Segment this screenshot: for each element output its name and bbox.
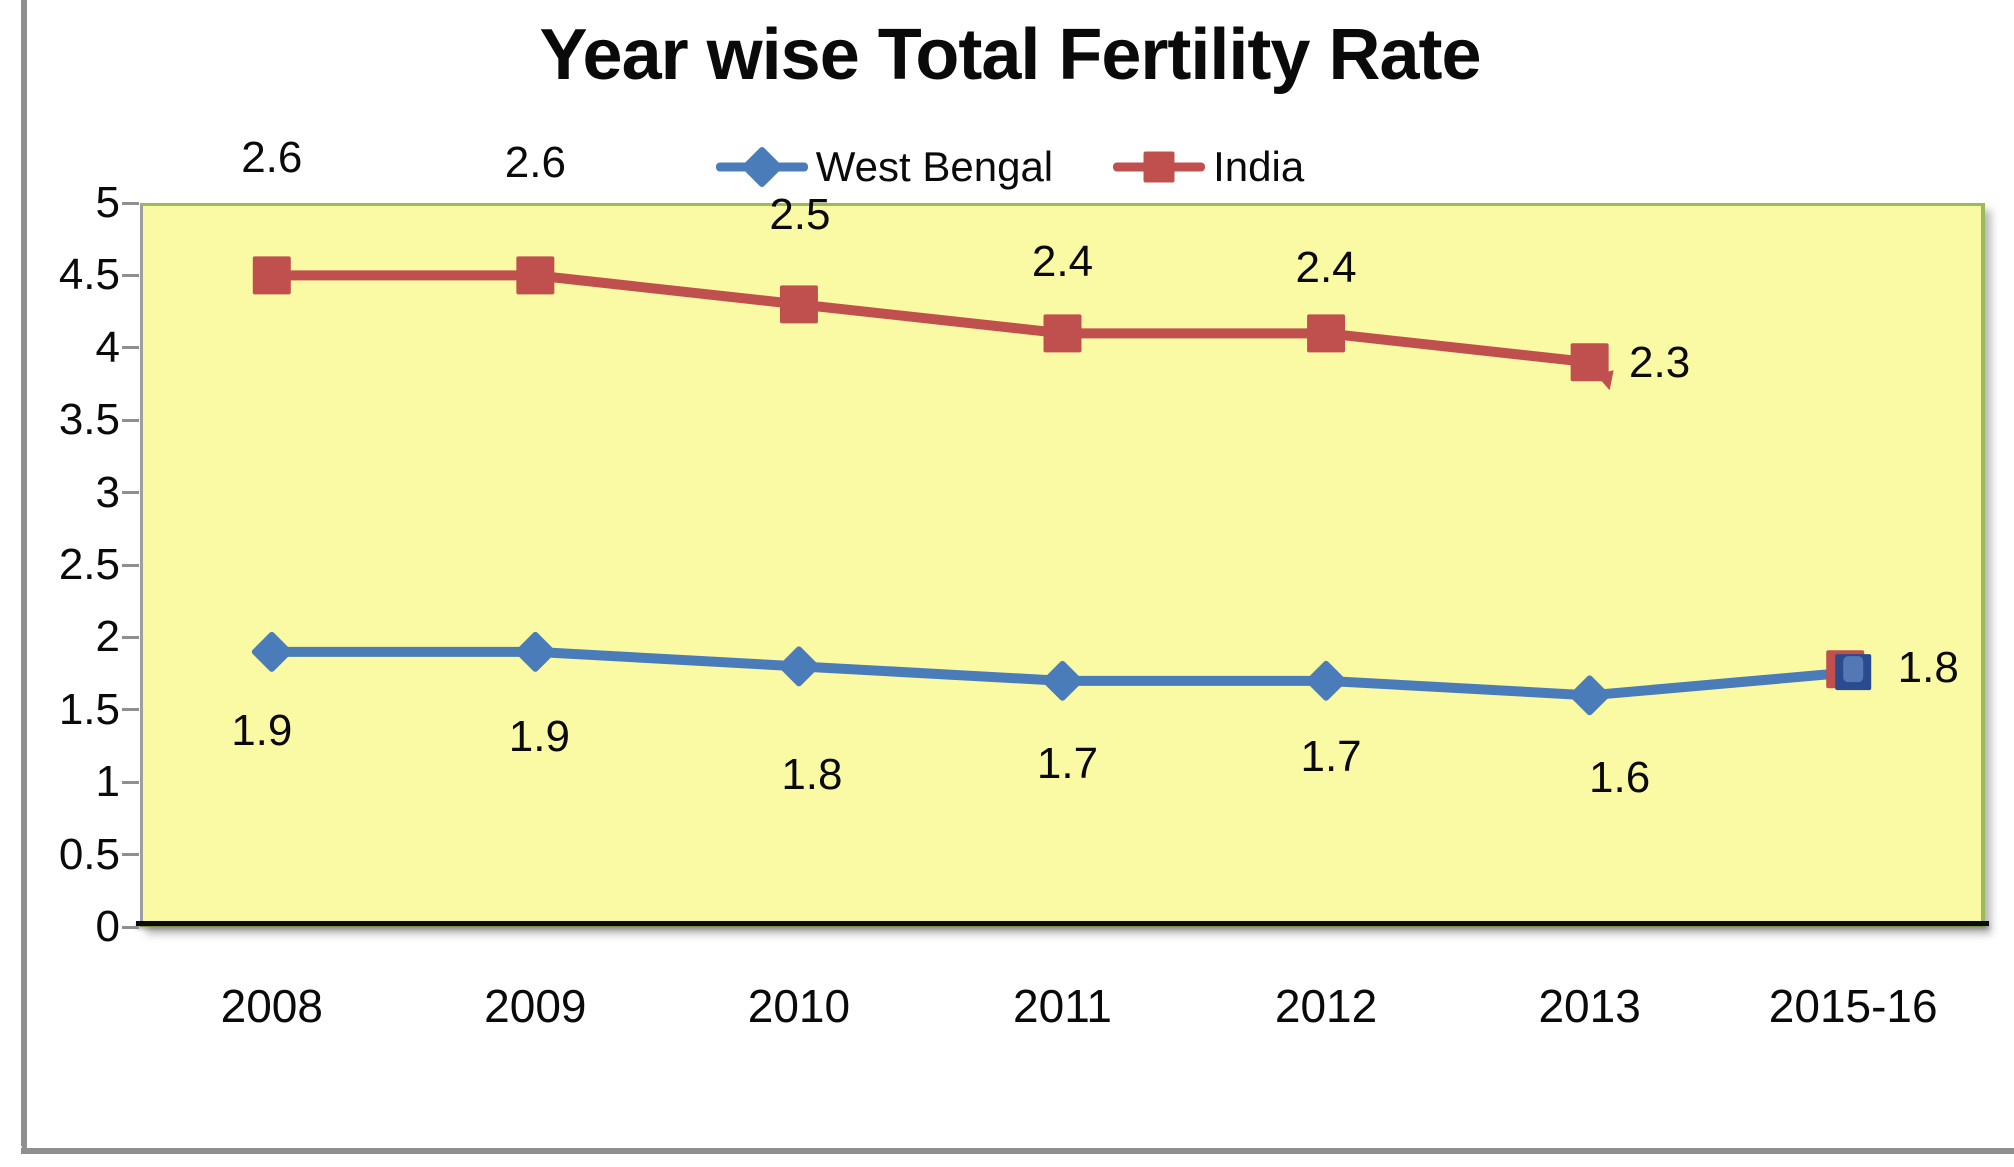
west-bengal-line-diamond-icon <box>715 142 808 192</box>
y-tick-mark <box>122 635 139 639</box>
page-border-bottom <box>21 1148 2014 1154</box>
plot-area <box>140 203 1985 927</box>
y-tick-label: 2 <box>95 612 120 662</box>
x-tick-label: 2011 <box>1013 980 1112 1032</box>
x-tick-label: 2009 <box>484 980 587 1032</box>
y-tick-label: 4.5 <box>58 250 120 300</box>
chart-title: Year wise Total Fertility Rate <box>539 15 1481 95</box>
west-bengal-data-label: 1.8 <box>781 750 843 800</box>
x-tick-label: 2013 <box>1538 980 1641 1032</box>
x-tick-label: 2015-16 <box>1768 980 1938 1032</box>
india-data-label: 2.4 <box>1295 243 1357 293</box>
y-tick-label: 5 <box>95 178 120 227</box>
y-tick-mark <box>122 563 139 567</box>
legend: West Bengal India <box>30 138 1990 196</box>
india-line-square-icon <box>1113 142 1206 192</box>
y-tick-mark <box>122 780 139 784</box>
y-tick-mark <box>122 491 139 495</box>
west-bengal-data-label: 1.7 <box>1300 731 1362 781</box>
legend-label: India <box>1213 143 1305 190</box>
legend-item-india: India <box>1113 142 1304 192</box>
india-data-label: 2.5 <box>769 190 831 240</box>
legend-label: West Bengal <box>815 143 1054 190</box>
west-bengal-data-label: 1.8 <box>1897 643 1959 693</box>
y-tick-label: 1.5 <box>58 684 120 734</box>
west-bengal-data-label: 1.7 <box>1036 738 1099 788</box>
x-axis-line <box>136 921 1989 926</box>
y-tick-mark <box>122 273 139 277</box>
x-tick-label: 2008 <box>220 980 323 1032</box>
y-tick-label: 3.5 <box>58 395 120 445</box>
y-tick-label: 3 <box>95 467 120 517</box>
y-tick-mark <box>122 925 139 929</box>
x-tick-label: 2012 <box>1274 980 1378 1032</box>
y-tick-label: 0 <box>95 902 120 951</box>
y-tick-label: 0.5 <box>58 829 120 879</box>
y-tick-mark <box>122 853 139 857</box>
y-tick-label: 4 <box>95 322 120 372</box>
y-tick-label: 1 <box>95 757 120 807</box>
india-data-label: 2.6 <box>241 133 303 183</box>
west-bengal-data-label: 1.6 <box>1589 753 1651 803</box>
y-tick-mark <box>122 708 139 712</box>
y-tick-mark <box>122 201 139 205</box>
india-data-label: 2.6 <box>504 138 566 188</box>
page-border-left <box>21 0 27 1150</box>
y-tick-mark <box>122 346 139 350</box>
west-bengal-data-label: 1.9 <box>508 711 570 761</box>
west-bengal-data-label: 1.9 <box>231 705 293 755</box>
india-data-label: 2.4 <box>1031 237 1094 287</box>
legend-item-west-bengal: West Bengal <box>715 142 1054 192</box>
y-tick-label: 2.5 <box>58 540 120 589</box>
india-data-label: 2.3 <box>1629 338 1691 388</box>
y-tick-mark <box>122 418 139 422</box>
x-tick-label: 2010 <box>747 980 851 1032</box>
